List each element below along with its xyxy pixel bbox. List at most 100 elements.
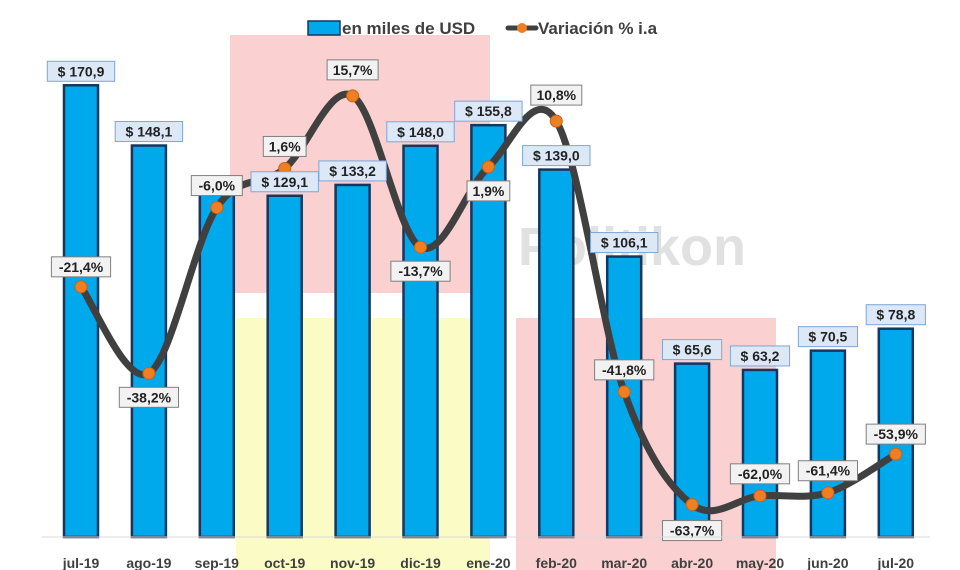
line-series bbox=[74, 89, 903, 515]
bar-label-may-20: $ 63,2 bbox=[729, 345, 791, 367]
x-tick-oct-19: oct-19 bbox=[264, 555, 305, 570]
pct-label-nov-19-box bbox=[326, 59, 379, 81]
pct-label-may-20-box bbox=[729, 463, 791, 485]
bar-sep-19 bbox=[198, 193, 236, 539]
bar-label-feb-20-text: $ 139,0 bbox=[533, 148, 580, 164]
x-tick-ago-19: ago-19 bbox=[126, 555, 171, 570]
bar-label-nov-19-box bbox=[318, 160, 387, 182]
bar-label-dic-19-box bbox=[386, 121, 455, 143]
line-point-dic-19 bbox=[414, 240, 427, 254]
pct-label-ago-19-text: -38,2% bbox=[127, 389, 172, 405]
x-tick-abr-20: abr-20 bbox=[671, 555, 713, 570]
legend-bar-label: en miles de USD bbox=[342, 19, 475, 38]
pct-label-mar-20-box bbox=[594, 359, 655, 381]
x-tick-dic-19: dic-19 bbox=[400, 555, 441, 570]
pct-label-oct-19-box bbox=[262, 135, 307, 157]
pct-label-ago-19-box bbox=[118, 386, 180, 408]
bar-may-20 bbox=[741, 368, 779, 539]
bar-label-nov-19-text: $ 133,2 bbox=[329, 163, 376, 179]
pct-label-sep-19: -6,0% bbox=[190, 175, 243, 197]
bar-dic-19 bbox=[402, 144, 439, 539]
bar-label-jul-19-box bbox=[46, 60, 116, 82]
pct-label-sep-19-text: -6,0% bbox=[199, 178, 236, 194]
legend-line-label: Variación % i.a bbox=[538, 19, 658, 38]
bar-label-jun-20-box bbox=[797, 326, 858, 348]
line-point-abr-20 bbox=[685, 498, 699, 512]
line-point-mar-20 bbox=[617, 385, 631, 399]
bar-label-ago-19-text: $ 148,1 bbox=[126, 124, 173, 140]
legend-bar-swatch bbox=[307, 20, 341, 36]
x-tick-jun-20: jun-20 bbox=[806, 555, 848, 570]
pct-label-oct-19-text: 1,6% bbox=[269, 138, 301, 154]
variation-line bbox=[77, 90, 900, 515]
bar-jun-20 bbox=[809, 349, 847, 539]
pct-label-jun-20: -61,4% bbox=[797, 460, 858, 482]
pct-label-jul-19: -21,4% bbox=[50, 256, 112, 278]
pct-label-ago-19: -38,2% bbox=[118, 386, 180, 408]
bar-label-nov-19: $ 133,2 bbox=[318, 160, 387, 182]
bar-label-may-20-box bbox=[729, 345, 791, 367]
bar-nov-19 bbox=[334, 183, 371, 539]
bar-label-mar-20-text: $ 106,1 bbox=[601, 235, 648, 251]
x-tick-ene-20: ene-20 bbox=[466, 555, 511, 570]
pct-label-ene-20: 1,9% bbox=[466, 180, 511, 202]
bar-label-feb-20: $ 139,0 bbox=[522, 145, 591, 167]
pct-label-abr-20: -63,7% bbox=[662, 520, 723, 542]
bar-label-dic-19-text: $ 148,0 bbox=[397, 124, 444, 140]
pct-label-mar-20: -41,8% bbox=[594, 359, 655, 381]
bar-label-ago-19-box bbox=[114, 121, 184, 143]
legend-marker-swatch bbox=[517, 23, 527, 33]
pct-label-mar-20-text: -41,8% bbox=[602, 362, 647, 378]
pct-label-ene-20-box bbox=[466, 180, 511, 202]
bar-label-jul-20-text: $ 78,8 bbox=[876, 307, 915, 323]
bar-ago-19 bbox=[130, 144, 168, 539]
pct-label-nov-19: 15,7% bbox=[326, 59, 379, 81]
pct-label-nov-19-text: 15,7% bbox=[333, 62, 373, 78]
pct-label-jun-20-text: -61,4% bbox=[806, 463, 851, 479]
pct-label-abr-20-box bbox=[662, 520, 723, 542]
line-point-nov-19 bbox=[346, 89, 360, 103]
line-point-ene-20 bbox=[481, 160, 495, 174]
pct-label-jun-20-box bbox=[797, 460, 858, 482]
pct-label-feb-20-box bbox=[530, 84, 583, 106]
bar-label-jul-19-text: $ 170,9 bbox=[58, 63, 105, 79]
pct-label-dic-19: -13,7% bbox=[390, 260, 451, 282]
pct-label-jul-20: -53,9% bbox=[865, 423, 926, 445]
pct-label-jul-19-text: -21,4% bbox=[59, 259, 104, 275]
bar-label-jul-20: $ 78,8 bbox=[865, 304, 926, 326]
x-tick-may-20: may-20 bbox=[736, 555, 784, 570]
bar-label-oct-19-text: $ 129,1 bbox=[261, 174, 308, 190]
line-point-ago-19 bbox=[142, 366, 156, 380]
bar-label-jul-19: $ 170,9 bbox=[46, 60, 116, 82]
x-tick-jul-19: jul-19 bbox=[62, 555, 100, 570]
x-tick-feb-20: feb-20 bbox=[536, 555, 577, 570]
x-tick-jul-20: jul-20 bbox=[877, 555, 915, 570]
pct-label-jul-20-box bbox=[865, 423, 926, 445]
pct-label-oct-19: 1,6% bbox=[262, 135, 307, 157]
x-tick-nov-19: nov-19 bbox=[330, 555, 375, 570]
bar-label-abr-20-text: $ 65,6 bbox=[673, 342, 712, 358]
bar-label-abr-20: $ 65,6 bbox=[662, 339, 723, 361]
pct-label-feb-20-text: 10,8% bbox=[536, 87, 576, 103]
pct-label-jul-19-box bbox=[50, 256, 112, 278]
line-point-feb-20 bbox=[549, 114, 563, 128]
bar-label-ago-19: $ 148,1 bbox=[114, 121, 184, 143]
bar-label-ene-20: $ 155,8 bbox=[454, 100, 523, 122]
pct-label-jul-20-text: -53,9% bbox=[874, 426, 919, 442]
pct-label-abr-20-text: -63,7% bbox=[670, 523, 715, 539]
pct-label-ene-20-text: 1,9% bbox=[472, 183, 504, 199]
bar-label-jul-20-box bbox=[865, 304, 926, 326]
line-point-jun-20 bbox=[821, 486, 835, 500]
bar-label-jun-20: $ 70,5 bbox=[797, 326, 858, 348]
bar-oct-19 bbox=[266, 194, 303, 539]
pct-label-may-20: -62,0% bbox=[729, 463, 791, 485]
bar-label-oct-19-box bbox=[250, 171, 319, 193]
bar-label-abr-20-box bbox=[662, 339, 723, 361]
pct-label-sep-19-box bbox=[190, 175, 243, 197]
pct-label-dic-19-text: -13,7% bbox=[398, 263, 443, 279]
bar-label-dic-19: $ 148,0 bbox=[386, 121, 455, 143]
line-point-jul-19 bbox=[74, 280, 88, 294]
x-tick-mar-20: mar-20 bbox=[601, 555, 647, 570]
bar-label-ene-20-text: $ 155,8 bbox=[465, 103, 512, 119]
